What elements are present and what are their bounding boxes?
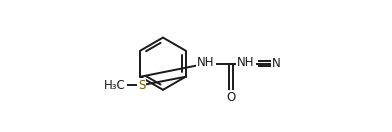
Text: NH: NH: [237, 56, 255, 69]
Text: N: N: [272, 57, 280, 70]
Text: S: S: [138, 79, 145, 92]
Text: H₃C: H₃C: [104, 79, 126, 92]
Text: NH: NH: [197, 56, 215, 69]
Text: O: O: [226, 91, 235, 104]
